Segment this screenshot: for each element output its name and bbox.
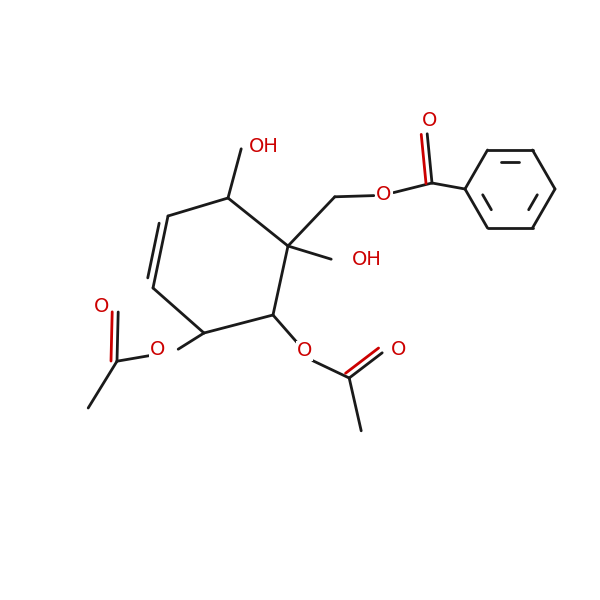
Text: O: O (150, 340, 166, 359)
Text: OH: OH (352, 250, 382, 269)
Text: O: O (376, 185, 392, 205)
Text: O: O (391, 340, 406, 359)
Text: O: O (94, 296, 109, 316)
Text: O: O (422, 111, 437, 130)
Text: O: O (296, 341, 312, 361)
Text: OH: OH (249, 137, 279, 156)
